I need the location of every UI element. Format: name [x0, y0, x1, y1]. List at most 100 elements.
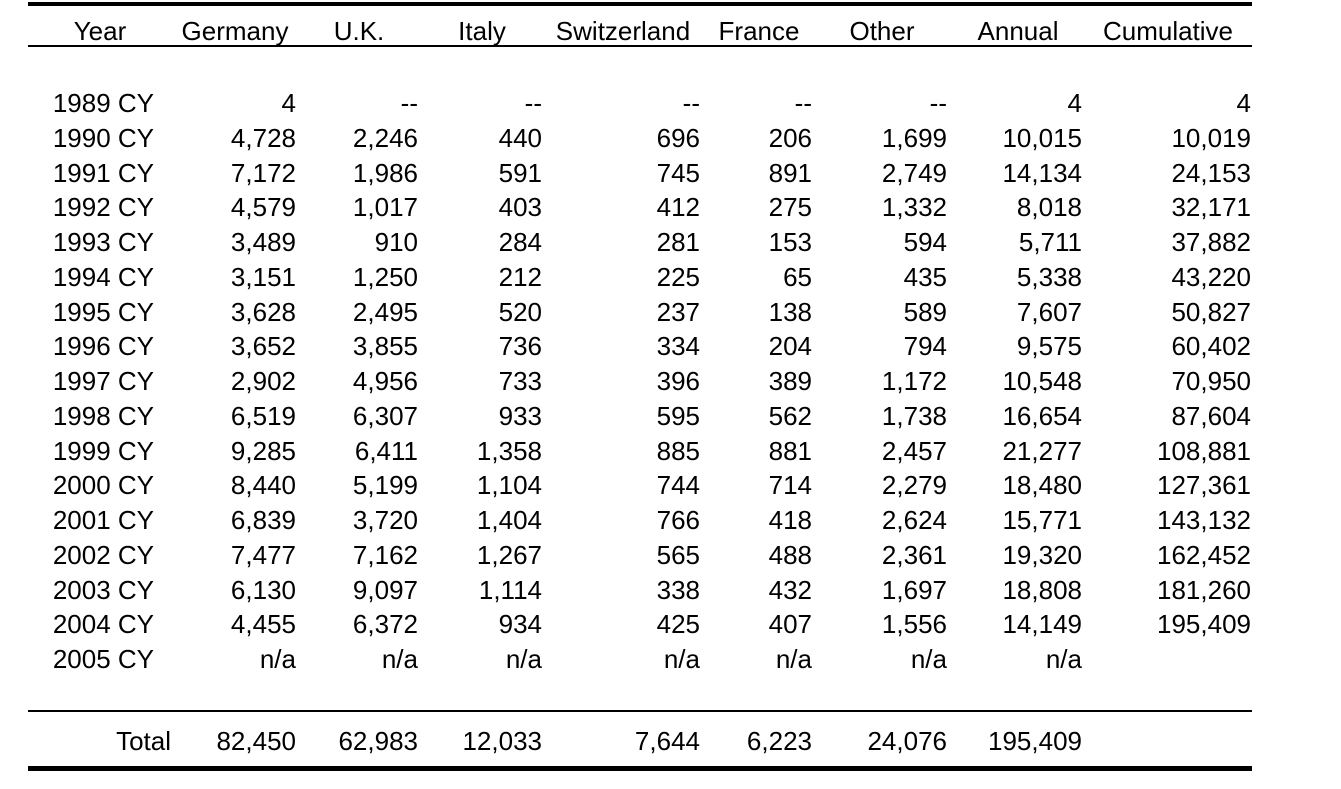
cell-cumulative: 127,361 [1157, 470, 1251, 501]
cell-italy: 520 [498, 296, 542, 327]
cell-uk: 2,246 [352, 122, 418, 153]
total-italy: 12,033 [462, 726, 542, 756]
cell-annual: 18,480 [1002, 470, 1082, 501]
cell-other: 2,749 [881, 157, 947, 188]
row-year-cell: 1996 CY [52, 331, 154, 362]
cell-annual: 4 [1067, 88, 1082, 118]
cell-cumulative: 32,171 [1171, 192, 1251, 223]
cell-uk: 3,855 [352, 331, 418, 362]
cell-uk: -- [400, 88, 418, 118]
cell-france: 65 [783, 261, 812, 292]
cell-italy: 591 [498, 157, 542, 188]
cell-uk: 4,956 [352, 366, 418, 396]
cell-france: 891 [768, 157, 812, 188]
header-annual: Annual [977, 16, 1059, 46]
cell-other: 1,699 [881, 122, 947, 153]
cell-other: 594 [903, 227, 947, 257]
cell-annual: 18,808 [1002, 574, 1082, 605]
cell-switzerland: 281 [656, 227, 700, 257]
cell-germany: 3,489 [230, 227, 296, 257]
cell-uk: 910 [374, 227, 418, 257]
cell-uk: n/a [381, 644, 418, 674]
cell-france: 275 [768, 192, 812, 223]
cell-uk: 1,250 [352, 261, 418, 292]
cell-france: 432 [768, 574, 812, 605]
cell-annual: 5,338 [1016, 261, 1082, 292]
row-year-cell: 1995 CY [52, 296, 154, 327]
cell-cumulative: 70,950 [1171, 366, 1251, 396]
total-annual: 195,409 [988, 726, 1082, 756]
cell-uk: 9,097 [352, 574, 418, 605]
cell-france: 881 [768, 435, 812, 466]
cell-germany: 4 [281, 88, 296, 118]
top-rule [28, 2, 1252, 6]
cell-switzerland: 396 [656, 366, 700, 396]
cell-cumulative: 195,409 [1157, 609, 1251, 640]
cell-germany: 7,172 [230, 157, 296, 188]
cell-france: 153 [768, 227, 812, 257]
total-switzerland: 7,644 [634, 726, 700, 756]
cell-other: 589 [903, 296, 947, 327]
cell-annual: 9,575 [1016, 331, 1082, 362]
cell-uk: 2,495 [352, 296, 418, 327]
cell-cumulative: 43,220 [1171, 261, 1251, 292]
cell-germany: 7,477 [230, 539, 296, 570]
cell-uk: 6,307 [352, 400, 418, 431]
cell-italy: 1,104 [476, 470, 542, 501]
cell-germany: 8,440 [230, 470, 296, 501]
cell-switzerland: 885 [656, 435, 700, 466]
cell-switzerland: -- [682, 88, 700, 118]
cell-germany: 3,628 [230, 296, 296, 327]
cell-france: 562 [768, 400, 812, 431]
cell-italy: 1,358 [476, 435, 542, 466]
cell-other: 435 [903, 261, 947, 292]
row-year-cell: 1993 CY [52, 227, 154, 257]
row-year-cell: 1998 CY [52, 400, 154, 431]
cell-switzerland: 696 [656, 122, 700, 153]
cell-annual: 8,018 [1016, 192, 1082, 223]
cell-italy: 736 [498, 331, 542, 362]
cell-germany: 6,130 [230, 574, 296, 605]
cell-cumulative: 87,604 [1171, 400, 1251, 431]
cell-switzerland: 744 [656, 470, 700, 501]
cell-france: 206 [768, 122, 812, 153]
total-other: 24,076 [867, 726, 947, 756]
cell-france: 407 [768, 609, 812, 640]
cell-other: 794 [903, 331, 947, 362]
cell-switzerland: 412 [656, 192, 700, 223]
cell-cumulative: 4 [1236, 88, 1251, 118]
row-year-cell: 2001 CY [52, 505, 154, 535]
cell-france: 418 [768, 505, 812, 535]
row-year-cell: 1990 CY [52, 122, 154, 153]
cell-cumulative: 162,452 [1157, 539, 1251, 570]
row-year-cell: 1989 CY [52, 88, 154, 118]
cell-cumulative: 108,881 [1157, 435, 1251, 466]
cell-italy: 284 [498, 227, 542, 257]
header-rule [28, 45, 1252, 47]
cell-other: 2,279 [881, 470, 947, 501]
row-year-cell: 1994 CY [52, 261, 154, 292]
cell-italy: 403 [498, 192, 542, 223]
cell-switzerland: 745 [656, 157, 700, 188]
cell-annual: 5,711 [1018, 227, 1082, 257]
cell-annual: 10,015 [1002, 122, 1082, 153]
cell-other: 1,332 [881, 192, 947, 223]
cell-france: 389 [768, 366, 812, 396]
cell-uk: 6,372 [352, 609, 418, 640]
header-germany: Germany [181, 16, 289, 46]
cell-italy: 733 [498, 366, 542, 396]
cell-switzerland: 334 [656, 331, 700, 362]
cell-switzerland: n/a [663, 644, 700, 674]
row-year-cell: 2003 CY [52, 574, 154, 605]
cell-switzerland: 338 [656, 574, 700, 605]
cell-france: 138 [768, 296, 812, 327]
header-cumulative: Cumulative [1102, 16, 1234, 46]
total-germany: 82,450 [216, 726, 296, 756]
cell-switzerland: 565 [656, 539, 700, 570]
header-other: Other [849, 16, 915, 46]
cell-switzerland: 766 [656, 505, 700, 535]
cell-switzerland: 225 [656, 261, 700, 292]
cell-uk: 3,720 [352, 505, 418, 535]
row-year-cell: 1991 CY [52, 157, 154, 188]
row-year-cell: 1997 CY [52, 366, 154, 396]
